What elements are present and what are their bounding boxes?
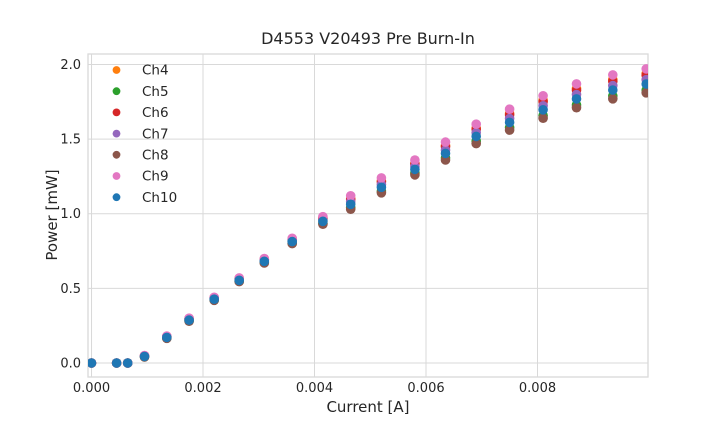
legend-label-ch7: Ch7 <box>142 126 169 142</box>
y-tick-label: 1.0 <box>60 207 81 222</box>
data-point-ch9 <box>504 104 515 114</box>
x-tick-label: 0.006 <box>407 381 444 396</box>
data-point-ch9 <box>440 137 451 147</box>
legend-label-ch4: Ch4 <box>142 63 169 79</box>
legend-label-ch10: Ch10 <box>142 190 177 206</box>
data-point-ch10 <box>184 315 194 325</box>
data-point-ch10 <box>571 94 582 104</box>
data-points-layer <box>88 64 648 368</box>
data-point-ch10 <box>504 117 515 128</box>
legend-label-ch8: Ch8 <box>142 148 169 164</box>
data-point-ch9 <box>538 91 548 101</box>
data-point-ch10 <box>608 85 618 95</box>
y-tick-label: 0.0 <box>60 356 81 371</box>
data-point-ch8 <box>471 138 482 149</box>
data-point-ch9 <box>571 79 582 89</box>
legend-marker-ch6 <box>112 108 121 117</box>
data-point-ch10 <box>259 256 270 267</box>
legend-marker-ch8 <box>112 150 121 159</box>
data-point-ch9 <box>345 191 356 201</box>
data-point-ch10 <box>641 79 648 89</box>
data-point-ch10 <box>345 199 356 210</box>
chart-title: D4553 V20493 Pre Burn-In <box>261 29 475 48</box>
data-point-ch10 <box>162 332 172 343</box>
data-point-ch10 <box>287 236 298 247</box>
data-point-ch8 <box>608 94 618 104</box>
data-point-ch10 <box>111 358 122 368</box>
data-point-ch10 <box>410 164 420 175</box>
legend-marker-ch7 <box>112 129 121 138</box>
y-tick-label: 0.5 <box>60 282 81 297</box>
legend-marker-ch5 <box>112 87 121 96</box>
plot-border <box>87 53 649 378</box>
x-tick-label: 0.004 <box>296 381 333 396</box>
data-point-ch8 <box>641 88 648 98</box>
y-tick-label: 1.5 <box>60 133 81 148</box>
data-point-ch8 <box>504 125 515 135</box>
y-axis-label: Power [mW] <box>43 169 61 261</box>
data-point-ch10 <box>122 358 133 368</box>
legend-marker-ch4 <box>112 66 121 74</box>
data-point-ch10 <box>88 358 97 368</box>
data-point-ch10 <box>376 182 387 193</box>
data-point-ch10 <box>209 294 219 305</box>
legend-label-ch6: Ch6 <box>142 105 169 121</box>
x-tick-label: 0.002 <box>184 381 221 396</box>
data-point-ch9 <box>376 173 387 183</box>
data-point-ch10 <box>234 275 244 286</box>
data-point-ch9 <box>608 70 618 80</box>
data-point-ch9 <box>471 119 482 129</box>
data-point-ch9 <box>641 64 648 74</box>
data-point-ch8 <box>538 113 548 123</box>
x-axis-label: Current [A] <box>326 398 410 416</box>
data-point-ch10 <box>139 351 150 362</box>
data-point-ch8 <box>571 102 582 113</box>
data-point-ch10 <box>471 131 482 142</box>
data-point-ch10 <box>538 105 548 115</box>
data-point-ch10 <box>318 216 328 227</box>
legend-marker-ch9 <box>112 172 121 180</box>
x-tick-label: 0.000 <box>73 381 110 396</box>
data-point-ch10 <box>440 148 451 159</box>
data-point-ch9 <box>410 155 420 165</box>
legend-label-ch5: Ch5 <box>142 84 169 100</box>
data-point-ch8 <box>440 155 451 165</box>
legend-marker-ch10 <box>112 193 121 202</box>
x-tick-label: 0.008 <box>519 381 556 396</box>
y-tick-label: 2.0 <box>60 58 81 73</box>
legend-label-ch9: Ch9 <box>142 169 169 185</box>
